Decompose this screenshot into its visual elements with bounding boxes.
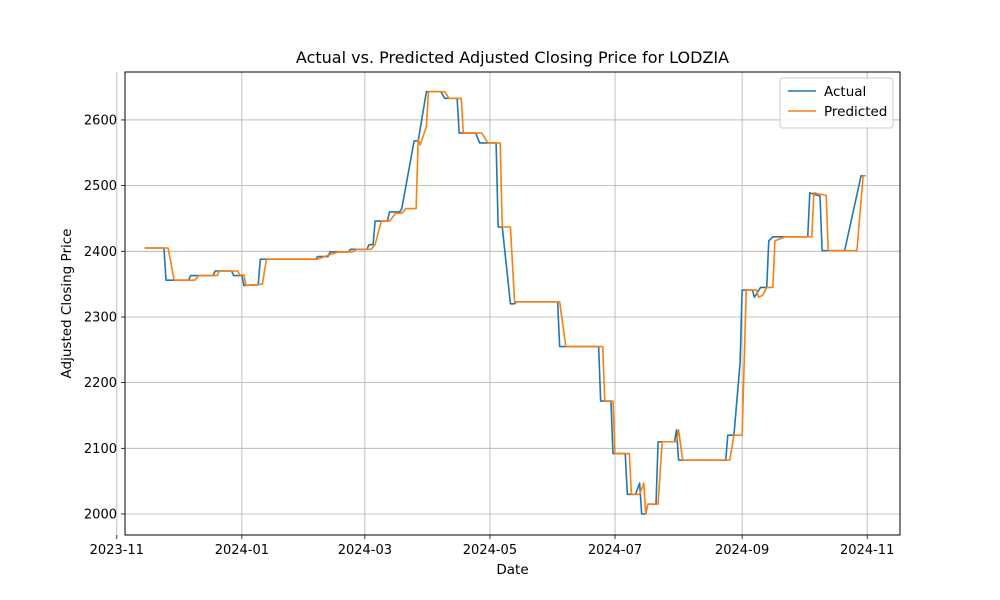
- series-line-predicted: [144, 90, 866, 515]
- x-tick-label: 2024-11: [840, 543, 894, 558]
- y-tick-label: 2600: [84, 113, 117, 128]
- y-tick-label: 2500: [84, 179, 117, 194]
- plot-area-frame: [124, 71, 901, 536]
- x-tick-label: 2023-11: [90, 543, 144, 558]
- x-axis-title: Date: [496, 562, 528, 578]
- y-axis-title: Adjusted Closing Price: [59, 229, 75, 379]
- x-tick-label: 2024-09: [715, 543, 769, 558]
- legend-label-predicted: Predicted: [824, 104, 887, 120]
- series-group: [144, 90, 866, 515]
- x-tick-label: 2024-01: [215, 543, 269, 558]
- x-axis: 2023-11 2024-01 2024-03 2024-05 2024-07 2024-…: [90, 535, 894, 558]
- y-tick-label: 2100: [84, 442, 117, 457]
- legend-label-actual: Actual: [824, 84, 866, 100]
- y-tick-label: 2300: [84, 310, 117, 325]
- x-tick-label: 2024-07: [588, 543, 642, 558]
- x-tick-label: 2024-05: [463, 543, 517, 558]
- y-tick-label: 2200: [84, 376, 117, 391]
- grid: [116, 72, 900, 535]
- y-tick-label: 2400: [84, 245, 117, 260]
- legend: Actual Predicted: [779, 77, 894, 129]
- y-axis: 2000 2100 2200 2300 2400 2500 2600: [84, 113, 125, 522]
- x-tick-label: 2024-03: [338, 543, 392, 558]
- y-tick-label: 2000: [84, 507, 117, 522]
- chart-title: Actual vs. Predicted Adjusted Closing Pr…: [296, 48, 729, 67]
